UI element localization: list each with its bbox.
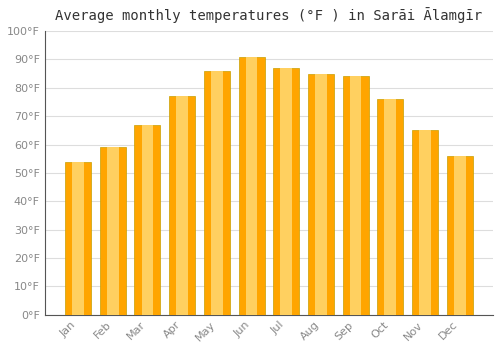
Bar — [412, 130, 438, 315]
Bar — [238, 57, 264, 315]
Bar — [384, 99, 396, 315]
Bar — [211, 71, 222, 315]
Title: Average monthly temperatures (°F ) in Sarāi Ālamgīr: Average monthly temperatures (°F ) in Sa… — [56, 7, 482, 23]
Bar — [246, 57, 258, 315]
Bar — [446, 156, 472, 315]
Bar — [65, 162, 91, 315]
Bar — [142, 125, 154, 315]
Bar — [273, 68, 299, 315]
Bar — [176, 96, 188, 315]
Bar — [100, 147, 126, 315]
Bar — [315, 74, 327, 315]
Bar — [107, 147, 118, 315]
Bar — [350, 76, 362, 315]
Bar — [419, 130, 431, 315]
Bar — [169, 96, 195, 315]
Bar — [134, 125, 160, 315]
Bar — [204, 71, 230, 315]
Bar — [378, 99, 404, 315]
Bar — [308, 74, 334, 315]
Bar — [280, 68, 292, 315]
Bar — [342, 76, 368, 315]
Bar — [454, 156, 466, 315]
Bar — [72, 162, 84, 315]
